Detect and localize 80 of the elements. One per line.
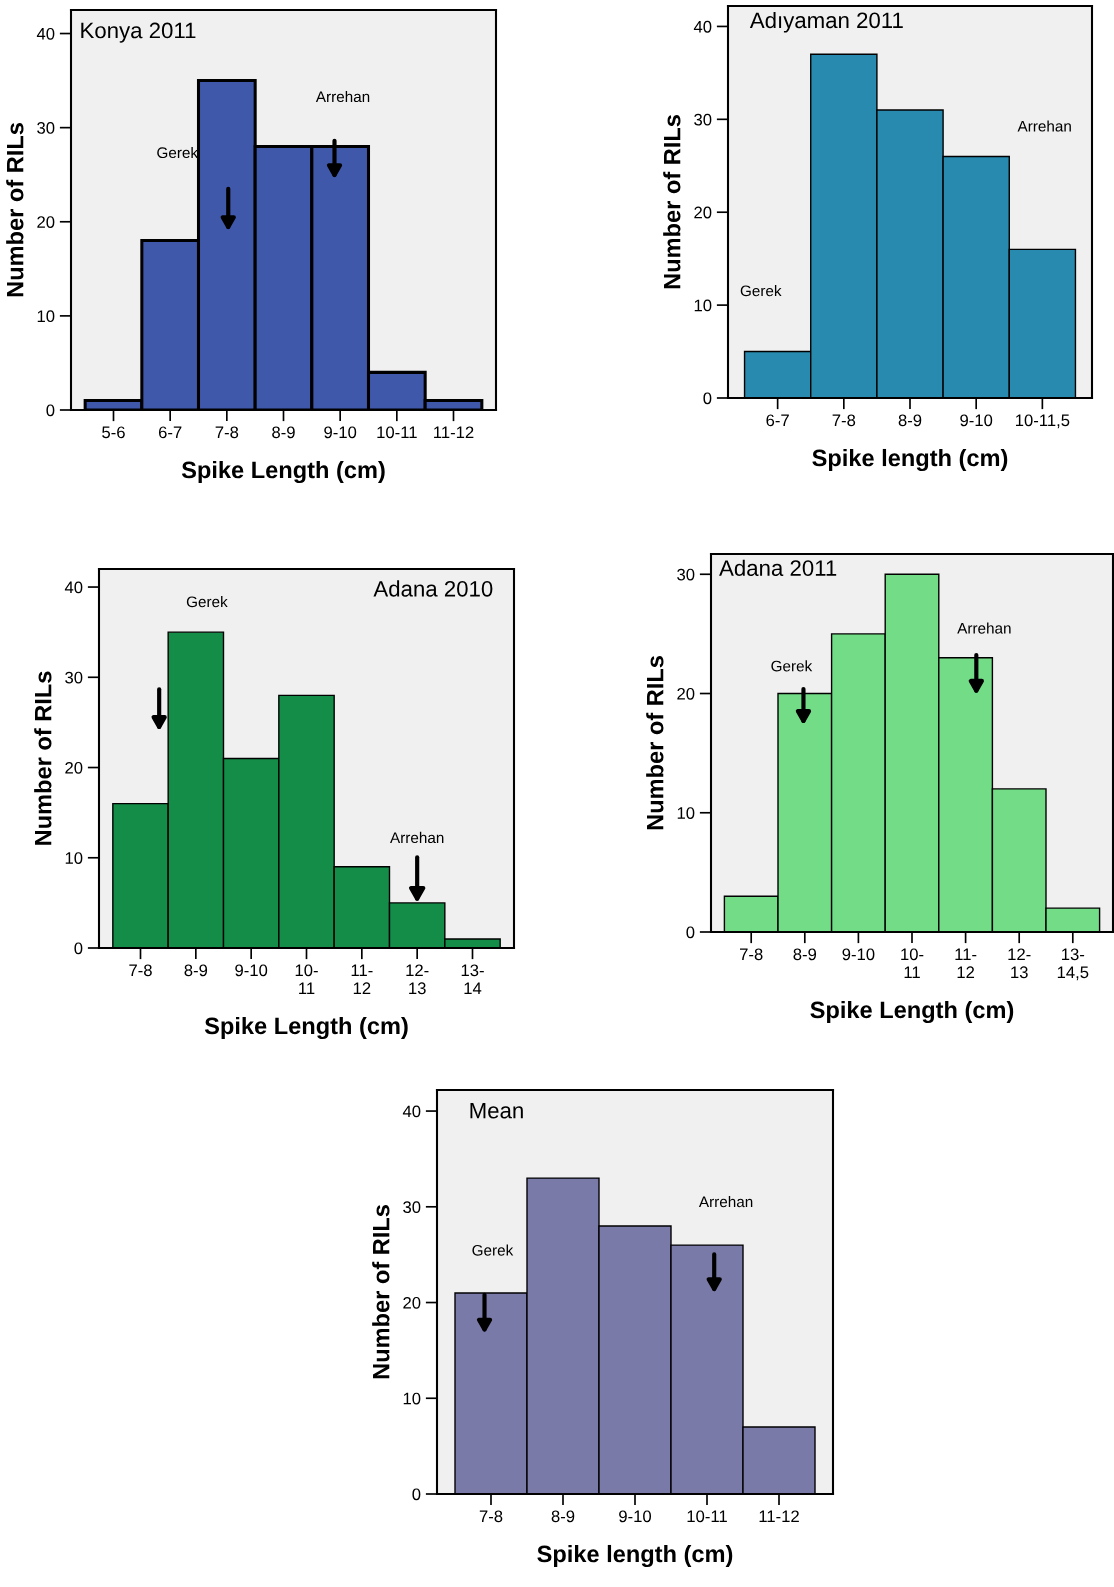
x-axis-title: Spike length (cm): [812, 448, 1008, 472]
y-tick-label: 40: [402, 1105, 421, 1118]
x-tick-label: 10-11,5: [1015, 414, 1070, 429]
y-tick-label: 20: [694, 206, 712, 219]
annotation: Gerek: [771, 660, 813, 672]
y-tick-label: 10: [37, 310, 55, 323]
y-tick-label: 0: [686, 926, 695, 939]
y-tick-label: 10: [677, 807, 695, 819]
text: Konya 2011: [81, 22, 196, 43]
x-tick-label: 10-11: [377, 426, 417, 439]
x-tick-label: 10- 11: [295, 964, 318, 994]
x-tick-label: 8-9: [551, 1510, 575, 1523]
chart-title: Adıyaman 2011: [749, 11, 903, 33]
x-tick-label: 8-9: [793, 948, 817, 961]
annotation: Gerek: [186, 595, 228, 608]
x-tick-label: 9-10: [960, 414, 993, 427]
chart-title: Adana 2011: [719, 559, 837, 576]
annotation: Gerek: [472, 1244, 514, 1256]
y-tick-label: 0: [46, 404, 55, 417]
x-tick-label: 5-6: [102, 426, 125, 439]
y-tick-label: 0: [412, 1488, 421, 1501]
y-axis-title: Number of RILs: [34, 671, 52, 845]
x-tick-label: 9-10: [324, 426, 357, 439]
x-tick-label: 6-7: [766, 414, 789, 427]
annotation: Arrehan: [957, 622, 1011, 634]
x-tick-label: 10- 11: [901, 948, 924, 978]
y-tick-label: 40: [36, 27, 55, 40]
y-tick-label: 30: [403, 1201, 421, 1213]
y-tick-label: 20: [65, 761, 83, 774]
x-axis-title: Spike Length (cm): [181, 460, 385, 484]
x-tick-label: 11- 12: [955, 948, 977, 978]
annotation: Arrehan: [315, 90, 370, 103]
y-axis-title: Number of RILs: [6, 123, 24, 297]
x-axis-title: Spike length (cm): [537, 1544, 733, 1568]
chart-title: Mean: [470, 1102, 523, 1119]
x-tick-label: 9-10: [619, 1510, 652, 1523]
x-axis-title: Spike Length (cm): [204, 1016, 408, 1040]
x-tick-label: 7-8: [832, 414, 856, 427]
x-tick-label: 7-8: [479, 1510, 503, 1523]
y-tick-label: 0: [703, 392, 712, 405]
x-tick-label: 13- 14,5: [1057, 948, 1089, 981]
y-tick-label: 30: [694, 113, 712, 126]
y-tick-label: 20: [677, 687, 695, 700]
x-tick-label: 6-7: [158, 426, 182, 439]
y-tick-label: 30: [37, 122, 55, 134]
y-tick-label: 30: [65, 671, 83, 684]
x-tick-label: 7-8: [129, 964, 152, 977]
y-tick-label: 40: [64, 581, 83, 594]
y-tick-label: 40: [693, 20, 712, 33]
x-tick-label: 11-12: [759, 1510, 799, 1523]
chart-title: Adana 2010: [373, 580, 493, 597]
y-axis-title: Number of RILs: [372, 1205, 390, 1379]
x-axis-title: Spike Length (cm): [810, 1000, 1014, 1024]
y-axis-title: Number of RILs: [646, 656, 664, 830]
annotation: Gerek: [157, 146, 199, 159]
y-tick-label: 10: [403, 1392, 421, 1405]
x-tick-label: 7-8: [740, 948, 763, 961]
x-tick-label: 8-9: [272, 426, 295, 439]
x-tick-label: 11- 12: [351, 964, 373, 994]
x-tick-label: 9-10: [235, 964, 268, 977]
y-tick-label: 0: [74, 942, 83, 955]
annotation: Arrehan: [390, 831, 444, 844]
y-tick-label: 30: [677, 568, 695, 581]
x-tick-label: 8-9: [898, 414, 922, 427]
y-tick-label: 10: [694, 299, 712, 312]
annotation: Gerek: [740, 285, 782, 297]
y-axis-title: Number of RILs: [663, 115, 681, 289]
y-tick-label: 20: [403, 1296, 421, 1309]
x-tick-label: 7-8: [215, 426, 239, 439]
x-tick-label: 12- 13: [406, 964, 429, 995]
y-tick-label: 10: [65, 852, 83, 864]
x-tick-label: 10-11: [687, 1510, 727, 1523]
annotation: Arrehan: [698, 1196, 753, 1208]
x-tick-label: 13- 14: [461, 964, 484, 994]
x-tick-label: 11-12: [434, 426, 474, 439]
x-tick-label: 8-9: [184, 964, 208, 977]
y-tick-label: 20: [37, 216, 55, 228]
x-tick-label: 12- 13: [1008, 948, 1031, 979]
annotation: Arrehan: [1017, 120, 1071, 132]
x-tick-label: 9-10: [842, 948, 875, 961]
